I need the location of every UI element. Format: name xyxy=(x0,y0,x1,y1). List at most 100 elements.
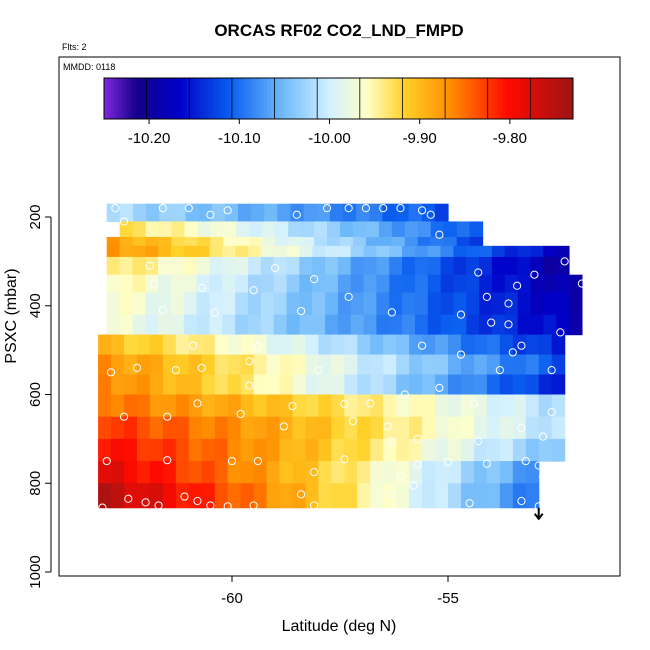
colorbar-swatch xyxy=(299,78,304,119)
heatmap-cell xyxy=(448,416,462,440)
colorbar-tick-label: -9.90 xyxy=(403,130,437,147)
colorbar-swatch xyxy=(135,78,141,119)
heatmap-cell xyxy=(460,354,475,376)
heatmap-cell xyxy=(460,461,475,484)
heatmap-cell xyxy=(435,438,449,462)
sample-point xyxy=(309,275,319,284)
heatmap-cell xyxy=(149,461,164,484)
heatmap-cell xyxy=(299,292,313,316)
colorbar-swatch xyxy=(214,78,219,119)
sample-point xyxy=(530,270,539,279)
heatmap-cell xyxy=(236,221,250,238)
heatmap-cell xyxy=(273,314,288,336)
heatmap-cell xyxy=(301,236,315,247)
heatmap-cell xyxy=(499,461,514,484)
sample-point xyxy=(132,363,142,372)
y-axis: 200 400 600 800 1000 xyxy=(27,204,52,589)
colorbar-swatch xyxy=(171,78,176,119)
heatmap-cell xyxy=(162,374,177,396)
heatmap-cell xyxy=(435,483,449,509)
heatmap-cell xyxy=(149,394,164,418)
heatmap-cell xyxy=(188,438,203,462)
heatmap-cell xyxy=(314,236,328,247)
y-tick-label: 200 xyxy=(27,204,44,229)
heatmap-cell xyxy=(132,256,146,276)
heatmap-cell xyxy=(329,203,344,223)
heatmap-cell xyxy=(260,256,275,276)
heatmap-cell xyxy=(119,292,133,316)
sample-point xyxy=(487,318,496,327)
sample-point xyxy=(396,472,405,481)
heatmap-cell xyxy=(266,461,281,484)
heatmap-cell xyxy=(248,292,262,316)
heatmap-cell xyxy=(504,256,519,276)
colorbar-swatch xyxy=(562,78,567,119)
heatmap-cell xyxy=(551,354,566,376)
heatmap-cell xyxy=(251,203,265,223)
heatmap-cell xyxy=(301,221,315,238)
colorbar-swatch xyxy=(381,78,386,119)
heatmap-cell xyxy=(106,274,121,294)
sample-point xyxy=(340,399,349,408)
heatmap-cell xyxy=(305,461,319,484)
heatmap-cell xyxy=(162,483,177,509)
heatmap-cell xyxy=(266,438,281,462)
heatmap-cell xyxy=(222,256,236,276)
colorbar-tick-label: -10.10 xyxy=(218,130,261,147)
heatmap-cell xyxy=(260,292,275,316)
heatmap-cell xyxy=(312,292,326,316)
heatmap-cell xyxy=(486,438,501,462)
colorbar-swatch xyxy=(359,78,364,119)
sample-point xyxy=(158,204,167,213)
sample-point xyxy=(236,409,245,419)
heatmap-cell xyxy=(543,292,557,316)
heatmap-cell xyxy=(292,354,307,376)
heatmap-cell xyxy=(427,256,442,276)
colorbar-swatch xyxy=(366,78,371,119)
sample-point xyxy=(344,204,353,213)
heatmap-cell xyxy=(512,416,527,440)
colorbar-swatch xyxy=(263,78,268,119)
heatmap-cell xyxy=(569,292,583,316)
heatmap-cell xyxy=(209,314,223,336)
colorbar-swatch xyxy=(491,78,496,119)
colorbar-swatch xyxy=(242,78,247,119)
colorbar-swatch xyxy=(469,78,475,119)
colorbar-tick-label: -10.00 xyxy=(308,130,351,147)
heatmap-cell xyxy=(430,236,445,247)
heatmap-cell xyxy=(299,245,313,258)
colorbar-swatch xyxy=(128,78,133,119)
heatmap-cell xyxy=(512,483,527,509)
heatmap-cell xyxy=(504,245,519,258)
heatmap-cell xyxy=(240,334,255,356)
heatmap-cell xyxy=(369,203,383,223)
heatmap-cell xyxy=(132,314,146,336)
colorbar-swatch xyxy=(473,78,478,119)
heatmap-cell xyxy=(414,256,429,276)
heatmap-cell xyxy=(162,354,177,376)
heatmap-cell xyxy=(237,203,252,223)
heatmap-cell xyxy=(266,374,281,396)
heatmap-cell xyxy=(292,394,307,418)
heatmap-cell xyxy=(149,483,164,509)
y-tick-label: 600 xyxy=(27,382,44,407)
heatmap-cell xyxy=(305,354,319,376)
heatmap-cell xyxy=(512,334,527,356)
heatmap-cell xyxy=(183,274,198,294)
heatmap-cell xyxy=(350,292,365,316)
heatmap-cells xyxy=(98,203,583,509)
heatmap-cell xyxy=(136,334,151,356)
colorbar-swatch xyxy=(345,78,350,119)
colorbar-swatch xyxy=(448,78,453,119)
colorbar-swatch xyxy=(356,78,361,119)
sample-point xyxy=(141,498,150,507)
heatmap-cell xyxy=(556,245,570,258)
heatmap-cell xyxy=(404,236,419,247)
heatmap-cell xyxy=(318,374,332,396)
heatmap-cell xyxy=(422,416,436,440)
heatmap-cell xyxy=(435,461,449,484)
heatmap-cell xyxy=(331,354,345,376)
date-label: MMDD: 0118 xyxy=(63,62,115,72)
heatmap-cell xyxy=(331,416,345,440)
heatmap-cell xyxy=(383,416,397,440)
